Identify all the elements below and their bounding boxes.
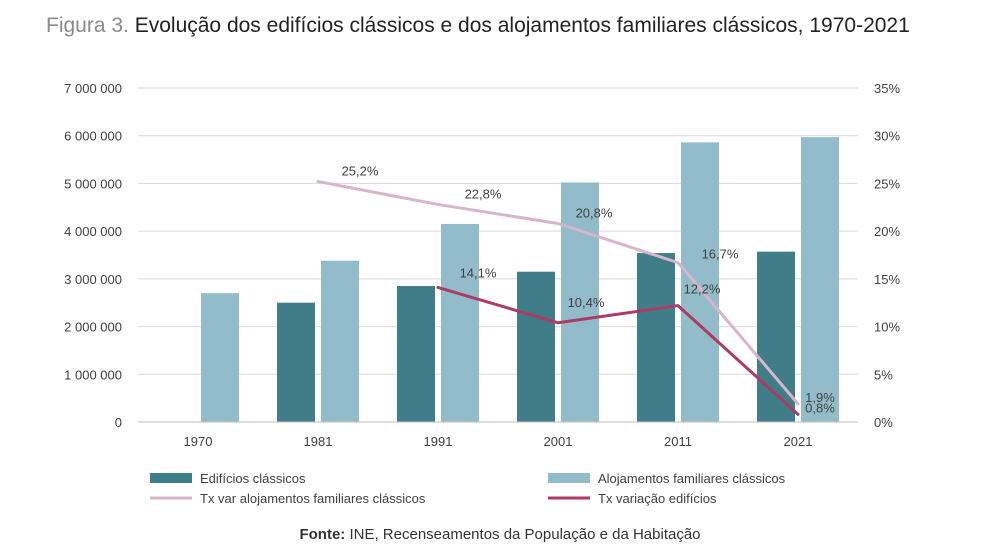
legend-label: Tx var alojamentos familiares clássicos <box>200 491 426 506</box>
x-tick-label: 1981 <box>304 434 333 449</box>
y-right-tick-label: 10% <box>874 320 900 335</box>
data-label: 20,8% <box>576 206 613 221</box>
source-text: INE, Recenseamentos da População e da Ha… <box>345 526 701 543</box>
y-left-tick-label: 0 <box>115 415 122 430</box>
series-lines <box>316 180 800 416</box>
figure-label: Figura 3. <box>46 14 129 37</box>
x-tick-label: 2011 <box>664 434 692 449</box>
legend-label: Tx variação edifícios <box>598 491 717 506</box>
bar <box>277 302 315 422</box>
bar <box>201 293 239 422</box>
y-left-tick-label: 7 000 000 <box>64 81 122 96</box>
figure-title: Figura 3. Evolução dos edifícios clássic… <box>46 14 910 38</box>
source-note: Fonte: INE, Recenseamentos da População … <box>0 526 1000 543</box>
chart-title: Evolução dos edifícios clássicos e dos a… <box>134 14 910 37</box>
data-label: 10,4% <box>568 295 605 310</box>
bar <box>637 253 675 422</box>
y-right-tick-label: 5% <box>874 367 893 382</box>
bar <box>561 182 599 422</box>
y-right-tick-label: 15% <box>874 272 900 287</box>
data-label: 14,1% <box>460 265 497 280</box>
source-label: Fonte: <box>299 526 346 543</box>
bars <box>201 137 839 422</box>
bar <box>681 142 719 422</box>
data-label: 1,9% <box>805 390 835 405</box>
legend-label: Alojamentos familiares clássicos <box>598 471 786 486</box>
x-tick-label: 2001 <box>544 434 573 449</box>
bar <box>321 260 359 422</box>
bar <box>517 271 555 422</box>
gridlines <box>138 87 858 375</box>
legend: Edifícios clássicos Alojamentos familiare… <box>150 471 786 506</box>
data-label: 25,2% <box>342 164 379 179</box>
y-right-tick-label: 25% <box>874 176 900 191</box>
y-left-tick-label: 4 000 000 <box>64 224 122 239</box>
x-tick-label: 1970 <box>184 434 213 449</box>
axes: 0 1 000 000 2 000 000 3 000 000 4 000 000 5 0… <box>64 81 900 449</box>
y-left-tick-label: 5 000 000 <box>64 176 122 191</box>
data-labels: 25,2% 22,8% 20,8% 16,7% 1,9% 14,1% 10,4% 12,2% 0… <box>342 164 836 416</box>
y-left-tick-label: 1 000 000 <box>64 367 122 382</box>
bar <box>397 286 435 422</box>
y-right-tick-label: 0% <box>874 415 893 430</box>
data-label: 12,2% <box>684 282 721 297</box>
y-left-tick-label: 6 000 000 <box>64 129 122 144</box>
y-left-tick-label: 3 000 000 <box>64 272 122 287</box>
data-label: 16,7% <box>702 247 739 262</box>
series-line <box>316 180 800 406</box>
x-tick-label: 2021 <box>784 434 813 449</box>
x-tick-label: 1991 <box>424 434 453 449</box>
legend-label: Edifícios clássicos <box>200 471 306 486</box>
legend-swatch <box>150 473 192 483</box>
bar <box>757 251 795 422</box>
legend-swatch <box>548 473 590 483</box>
y-left-tick-label: 2 000 000 <box>64 320 122 335</box>
data-label: 22,8% <box>465 186 502 201</box>
bar <box>801 137 839 422</box>
y-right-tick-label: 20% <box>874 224 900 239</box>
bar <box>441 223 479 422</box>
data-label: 0,8% <box>805 400 835 415</box>
y-right-tick-label: 35% <box>874 81 900 96</box>
y-right-tick-label: 30% <box>874 129 900 144</box>
series-line <box>436 285 800 416</box>
